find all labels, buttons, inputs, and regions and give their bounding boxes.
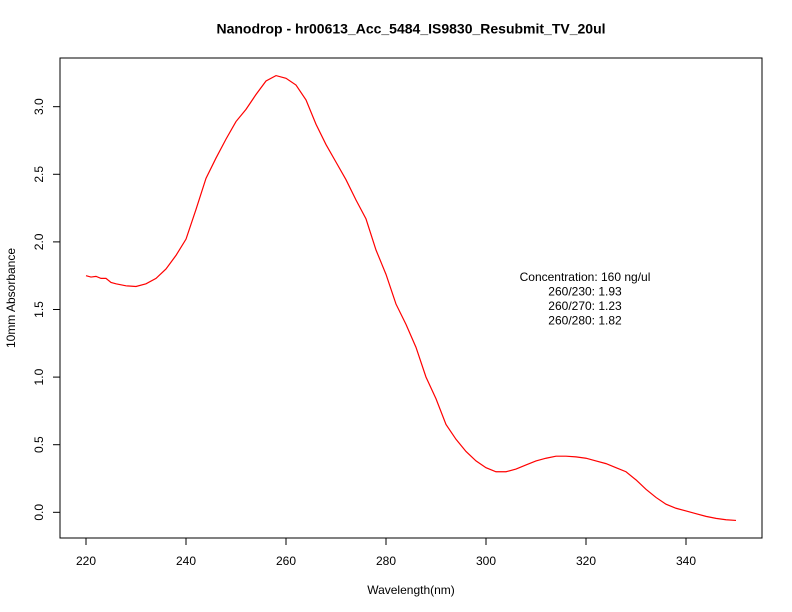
y-tick-label: 1.0	[32, 368, 46, 385]
x-tick-label: 240	[176, 554, 196, 568]
annotation: Concentration: 160 ng/ul	[520, 270, 651, 284]
annotation: 260/270: 1.23	[548, 299, 622, 313]
x-tick-label: 300	[476, 554, 496, 568]
data-line	[85, 74, 737, 522]
x-tick-label: 220	[76, 554, 96, 568]
y-axis-label: 10mm Absorbance	[4, 248, 18, 348]
y-tick-label: 2.5	[32, 166, 46, 183]
x-tick-label: 280	[376, 554, 396, 568]
annotation: 260/230: 1.93	[548, 285, 622, 299]
y-tick-label: 0.5	[32, 436, 46, 453]
y-tick-label: 3.0	[32, 98, 46, 115]
y-tick-label: 1.5	[32, 301, 46, 318]
annotation: 260/280: 1.82	[548, 314, 622, 328]
y-tick-label: 0.0	[32, 504, 46, 521]
x-axis-label: Wavelength(nm)	[367, 583, 455, 597]
x-tick-label: 320	[576, 554, 596, 568]
x-tick-label: 260	[276, 554, 296, 568]
y-tick-label: 2.0	[32, 233, 46, 250]
x-tick-label: 340	[676, 554, 696, 568]
chart-title: Nanodrop - hr00613_Acc_5484_IS9830_Resub…	[216, 21, 605, 37]
